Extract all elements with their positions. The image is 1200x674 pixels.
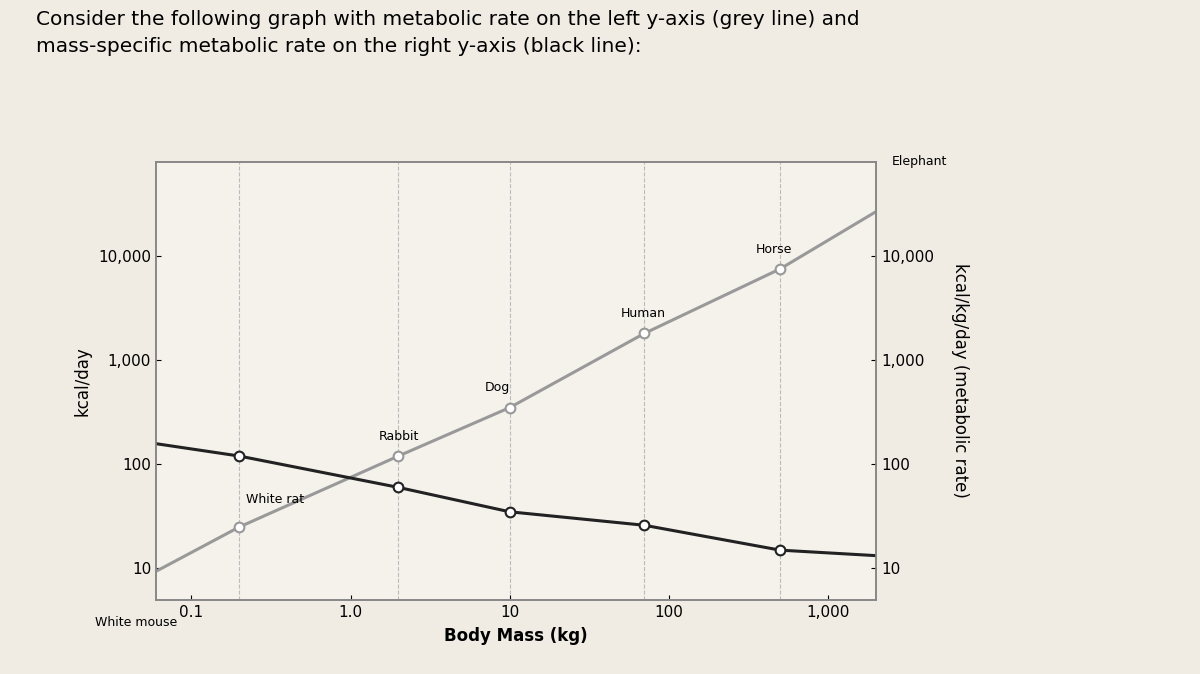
Text: Horse: Horse bbox=[756, 243, 792, 256]
Y-axis label: kcal/kg/day (metabolic rate): kcal/kg/day (metabolic rate) bbox=[950, 264, 968, 498]
Text: White rat: White rat bbox=[246, 493, 304, 506]
Text: Dog: Dog bbox=[485, 381, 510, 394]
Text: Elephant: Elephant bbox=[892, 155, 947, 168]
Text: Human: Human bbox=[620, 307, 666, 320]
X-axis label: Body Mass (kg): Body Mass (kg) bbox=[444, 627, 588, 644]
Text: Consider the following graph with metabolic rate on the left y-axis (grey line) : Consider the following graph with metabo… bbox=[36, 10, 859, 29]
Text: White mouse: White mouse bbox=[96, 616, 178, 629]
Text: Rabbit: Rabbit bbox=[378, 430, 419, 443]
Y-axis label: kcal/day: kcal/day bbox=[73, 346, 91, 416]
Text: mass-specific metabolic rate on the right y-axis (black line):: mass-specific metabolic rate on the righ… bbox=[36, 37, 642, 56]
